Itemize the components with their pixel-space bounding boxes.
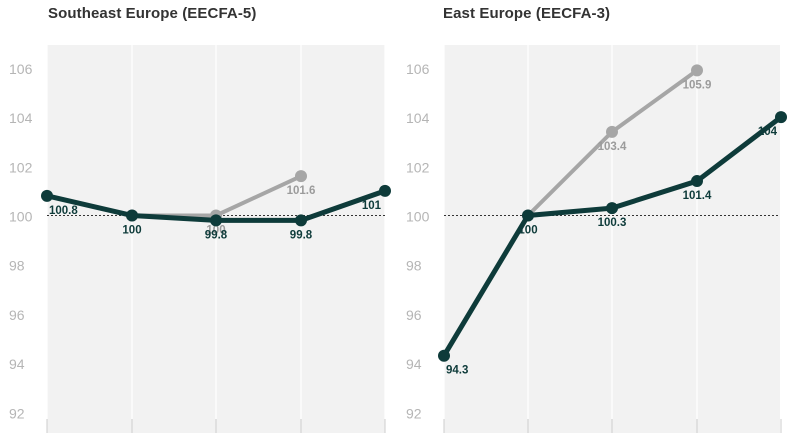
data-point <box>41 189 53 202</box>
y-tick-label: 100 <box>406 209 430 225</box>
data-label: 99.8 <box>290 229 313 241</box>
y-tick-label: 94 <box>9 356 25 372</box>
y-tick-label: 102 <box>406 159 430 175</box>
data-point <box>438 349 450 362</box>
data-label: 104 <box>758 126 778 138</box>
y-tick-label: 98 <box>406 258 422 274</box>
data-point <box>295 214 307 227</box>
data-label: 100 <box>206 225 225 237</box>
data-label: 100.8 <box>49 205 78 217</box>
chart-title: Southeast Europe (EECFA-5) <box>48 5 257 22</box>
data-point <box>691 175 703 188</box>
data-label: 99.8 <box>205 229 228 241</box>
data-point <box>606 202 618 215</box>
data-point <box>295 170 307 183</box>
data-label: 100.3 <box>598 217 627 229</box>
data-label: 101 <box>362 200 382 212</box>
y-tick-label: 104 <box>9 110 33 126</box>
data-point <box>126 209 138 222</box>
chart-panel-southeast-europe: Southeast Europe (EECFA-5) 92 94 96 98 100 10… <box>9 5 391 433</box>
data-point <box>522 209 534 222</box>
data-label: 94.3 <box>446 365 468 377</box>
y-tick-label: 106 <box>9 61 33 77</box>
y-tick-label: 102 <box>9 159 33 175</box>
data-point <box>379 184 391 197</box>
data-label: 105.9 <box>683 79 712 91</box>
data-label: 103.4 <box>598 141 627 153</box>
y-tick-label: 94 <box>406 356 422 372</box>
chart-panel-east-europe: East Europe (EECFA-3) 92 94 96 98 100 102 104 1… <box>397 0 794 433</box>
y-tick-label: 106 <box>406 61 430 77</box>
y-tick-label: 98 <box>9 258 25 274</box>
data-point <box>210 214 222 227</box>
data-label: 101.6 <box>287 185 316 197</box>
y-tick-label: 100 <box>9 209 33 225</box>
data-point <box>775 111 787 124</box>
data-point <box>691 64 703 77</box>
y-tick-label: 104 <box>406 110 430 126</box>
data-label: 100 <box>122 225 141 237</box>
y-tick-label: 92 <box>406 405 422 421</box>
data-label: 101.4 <box>683 190 712 202</box>
chart-svg-east-europe: 92 94 96 98 100 102 104 106 103.4 105.9 94.3 100 100… <box>406 45 787 433</box>
chart-title: East Europe (EECFA-3) <box>443 5 611 22</box>
y-tick-label: 96 <box>406 307 422 323</box>
y-tick-label: 92 <box>9 405 25 421</box>
y-tick-label: 96 <box>9 307 25 323</box>
data-point <box>606 125 618 138</box>
data-label: 100 <box>518 225 537 237</box>
